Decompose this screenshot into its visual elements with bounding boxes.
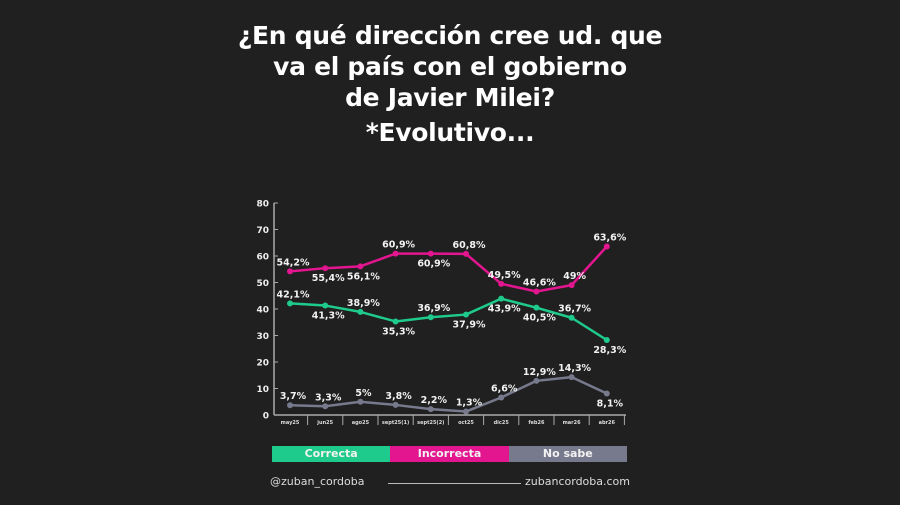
series-line-correcta	[289, 297, 608, 342]
data-label: 3,7%	[280, 391, 307, 402]
data-label: 5%	[355, 388, 372, 399]
x-tick-label: abr26	[599, 420, 616, 426]
x-tick-label: oct25	[458, 420, 474, 426]
data-point	[322, 265, 329, 272]
data-label: 12,9%	[523, 367, 556, 378]
data-point	[322, 302, 329, 309]
y-tick-label: 30	[256, 332, 269, 342]
data-point	[427, 250, 434, 257]
y-tick-label: 70	[256, 226, 269, 236]
data-point	[427, 314, 434, 321]
data-point	[498, 394, 505, 401]
chart-subtitle: *Evolutivo...	[365, 118, 535, 147]
title-line-2: va el país con el gobierno	[273, 52, 627, 81]
data-point	[287, 300, 293, 307]
data-label: 41,3%	[312, 311, 345, 322]
data-label: 38,9%	[347, 298, 380, 309]
data-point	[568, 314, 575, 321]
y-tick-label: 40	[256, 306, 269, 316]
x-tick-label: mar26	[563, 420, 582, 426]
data-label: 40,5%	[523, 313, 556, 324]
data-point	[568, 282, 575, 289]
legend-no-sabe: No sabe	[508, 446, 627, 462]
data-point	[322, 403, 329, 410]
data-point	[603, 390, 610, 397]
data-label: 56,1%	[347, 271, 380, 282]
data-label: 49,5%	[488, 270, 521, 281]
chart-title: ¿En qué dirección cree ud. que va el paí…	[0, 20, 900, 148]
data-label: 49%	[563, 271, 586, 282]
title-line-1: ¿En qué dirección cree ud. que	[237, 21, 663, 50]
series-line-incorrecta	[289, 245, 608, 293]
footer-divider	[388, 483, 521, 484]
data-label: 14,3%	[558, 363, 591, 374]
title-line-3: de Javier Milei?	[345, 83, 555, 112]
data-point	[357, 308, 364, 315]
data-label: 60,9%	[417, 259, 450, 270]
data-point	[533, 304, 540, 311]
x-tick-label: jun25	[316, 420, 333, 426]
data-point	[498, 280, 505, 287]
x-tick-label: dic25	[494, 420, 510, 426]
data-point	[603, 337, 610, 344]
data-label: 43,9%	[488, 304, 521, 315]
footer: @zuban_cordoba zubancordoba.com	[270, 475, 630, 491]
data-point	[392, 250, 399, 257]
data-point	[568, 374, 575, 381]
data-point	[463, 250, 469, 257]
data-label: 28,3%	[593, 345, 626, 356]
data-label: 54,2%	[277, 257, 310, 268]
data-label: 55,4%	[312, 273, 345, 284]
data-point	[463, 408, 469, 415]
data-label: 8,1%	[597, 399, 624, 410]
x-tick-label: ago25	[352, 420, 370, 426]
data-label: 63,6%	[593, 232, 626, 243]
x-tick-label: feb26	[528, 420, 545, 426]
data-point	[357, 398, 364, 405]
data-label: 37,9%	[453, 320, 486, 331]
x-tick-label: sept25(1)	[382, 420, 409, 426]
data-point	[533, 288, 540, 295]
y-tick-label: 80	[256, 200, 269, 210]
legend: Correcta Incorrecta No sabe	[272, 446, 627, 462]
data-label: 35,3%	[382, 326, 415, 337]
x-tick-label: sept25(2)	[417, 420, 444, 426]
data-point	[533, 377, 540, 384]
data-point	[287, 268, 293, 275]
footer-handle: @zuban_cordoba	[270, 475, 365, 488]
data-label: 6,6%	[491, 384, 518, 395]
data-label: 2,2%	[421, 395, 448, 406]
y-tick-label: 50	[256, 279, 269, 289]
data-label: 42,1%	[277, 289, 310, 300]
data-point	[392, 401, 399, 408]
data-label: 36,9%	[417, 303, 450, 314]
data-point	[498, 295, 505, 302]
data-label: 3,3%	[315, 392, 342, 403]
data-label: 60,8%	[453, 240, 486, 251]
y-tick-label: 20	[256, 359, 269, 369]
legend-correcta: Correcta	[272, 446, 391, 462]
y-tick-label: 10	[256, 385, 269, 395]
data-label: 3,8%	[385, 391, 412, 402]
y-tick-label: 60	[256, 253, 269, 263]
data-label: 60,9%	[382, 240, 415, 251]
x-tick-label: may25	[281, 420, 300, 426]
legend-incorrecta: Incorrecta	[390, 446, 509, 462]
data-point	[287, 402, 293, 409]
data-label: 1,3%	[456, 398, 483, 409]
data-label: 36,7%	[558, 304, 591, 315]
footer-website: zubancordoba.com	[525, 475, 630, 488]
y-tick-label: 0	[263, 412, 269, 422]
data-point	[603, 243, 610, 250]
data-label: 46,6%	[523, 278, 556, 289]
data-point	[357, 263, 364, 270]
data-point	[463, 311, 469, 318]
data-point	[427, 406, 434, 413]
series-line-no-sabe	[289, 375, 608, 413]
data-point	[392, 318, 399, 325]
